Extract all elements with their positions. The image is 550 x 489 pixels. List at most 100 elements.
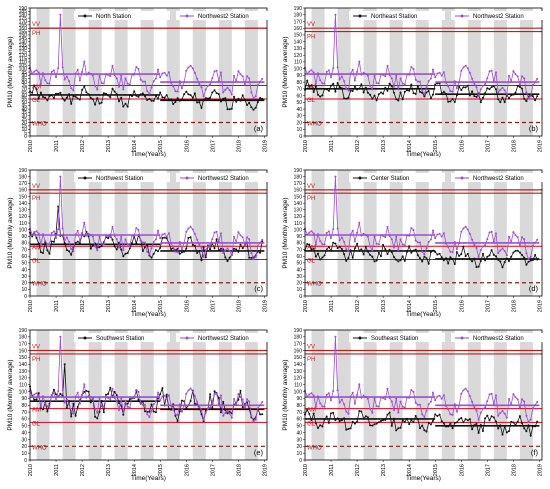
series-point-1 <box>477 255 480 258</box>
series-point-1 <box>514 396 517 399</box>
x-tick-label: 2017 <box>485 140 491 152</box>
series-point-0 <box>124 102 127 105</box>
series-point-0 <box>215 238 218 241</box>
series-point-0 <box>146 99 149 101</box>
series-point-1 <box>81 231 84 234</box>
series-point-0 <box>48 252 51 255</box>
series-point-1 <box>33 70 36 73</box>
y-tick-label: 55 <box>21 97 27 103</box>
series-point-0 <box>252 108 255 111</box>
y-tick-label: 60 <box>21 93 27 99</box>
series-point-0 <box>159 393 162 396</box>
series-point-1 <box>68 240 71 243</box>
series-point-0 <box>72 402 75 405</box>
series-point-1 <box>152 241 155 243</box>
series-point-1 <box>429 238 432 241</box>
series-point-0 <box>204 256 207 259</box>
series-point-1 <box>393 85 395 88</box>
season-band <box>363 170 377 296</box>
x-tick-label: 2017 <box>210 140 216 152</box>
series-point-1 <box>120 235 123 238</box>
series-point-1 <box>410 66 413 68</box>
series-point-1 <box>141 241 144 244</box>
y-tick-label: 50 <box>296 100 302 106</box>
series-point-0 <box>226 108 229 111</box>
series-point-1 <box>514 234 517 237</box>
series-point-1 <box>505 416 508 419</box>
series-point-1 <box>63 78 66 81</box>
series-point-0 <box>360 83 363 86</box>
y-tick-label: 100 <box>294 389 303 395</box>
series-point-0 <box>327 89 330 92</box>
series-point-0 <box>122 105 125 108</box>
series-point-0 <box>471 428 474 431</box>
series-point-1 <box>518 406 521 409</box>
series-point-0 <box>510 255 513 258</box>
series-point-1 <box>495 232 497 235</box>
series-point-1 <box>375 405 378 408</box>
y-axis-label: PM10 (Monthly average) <box>7 197 14 268</box>
series-point-0 <box>427 90 430 92</box>
legend-marker-0 <box>83 14 87 18</box>
series-point-1 <box>161 72 164 75</box>
reference-label-gl: GL <box>32 98 41 104</box>
season-band <box>441 170 455 296</box>
series-point-0 <box>416 85 419 88</box>
series-point-0 <box>371 97 374 100</box>
x-tick-label: 2011 <box>54 140 60 152</box>
season-band <box>166 8 180 136</box>
series-point-1 <box>442 71 445 74</box>
series-point-0 <box>388 411 391 414</box>
series-point-1 <box>449 90 452 93</box>
series-point-1 <box>209 244 212 247</box>
series-point-0 <box>482 252 484 255</box>
x-tick-label: 2016 <box>459 464 465 476</box>
series-point-1 <box>144 80 146 83</box>
series-point-1 <box>252 97 255 100</box>
series-point-0 <box>306 408 309 411</box>
series-point-1 <box>347 89 350 92</box>
series-point-0 <box>399 426 402 429</box>
series-point-0 <box>246 104 248 106</box>
series-point-1 <box>486 77 489 80</box>
series-point-1 <box>122 88 125 91</box>
x-tick-label: 2018 <box>511 140 517 152</box>
x-axis-label: Time(Years) <box>131 151 166 158</box>
series-point-1 <box>39 82 42 85</box>
series-point-1 <box>211 400 214 403</box>
series-point-1 <box>521 236 523 239</box>
series-point-1 <box>189 387 192 390</box>
x-axis-label: Time(Years) <box>406 311 441 318</box>
series-point-1 <box>505 93 508 96</box>
series-point-1 <box>440 235 443 238</box>
legend-entry-0: Southeast Station <box>371 336 418 342</box>
series-point-1 <box>327 392 330 395</box>
x-tick-label: 2019 <box>262 464 268 476</box>
y-tick-label: 10 <box>21 451 27 457</box>
series-point-1 <box>529 255 532 258</box>
series-point-0 <box>466 419 469 422</box>
y-tick-label: 75 <box>21 83 27 89</box>
season-band <box>441 330 455 460</box>
series-point-1 <box>442 232 445 235</box>
series-point-1 <box>115 400 118 403</box>
series-point-1 <box>503 250 506 252</box>
series-point-0 <box>152 99 155 102</box>
series-point-0 <box>261 413 264 416</box>
series-point-0 <box>512 421 515 424</box>
series-point-1 <box>429 77 432 80</box>
series-point-0 <box>364 415 367 418</box>
series-point-1 <box>63 239 66 242</box>
series-point-0 <box>312 91 315 93</box>
series-point-0 <box>327 421 330 424</box>
series-point-0 <box>360 248 363 251</box>
series-point-1 <box>334 175 337 178</box>
series-point-0 <box>516 84 519 87</box>
season-band <box>415 330 429 460</box>
y-tick-label: 110 <box>294 221 302 227</box>
x-tick-label: 2016 <box>459 140 465 152</box>
series-point-0 <box>217 397 220 399</box>
series-point-0 <box>412 92 415 95</box>
series-point-1 <box>393 409 395 412</box>
series-point-1 <box>100 405 103 408</box>
